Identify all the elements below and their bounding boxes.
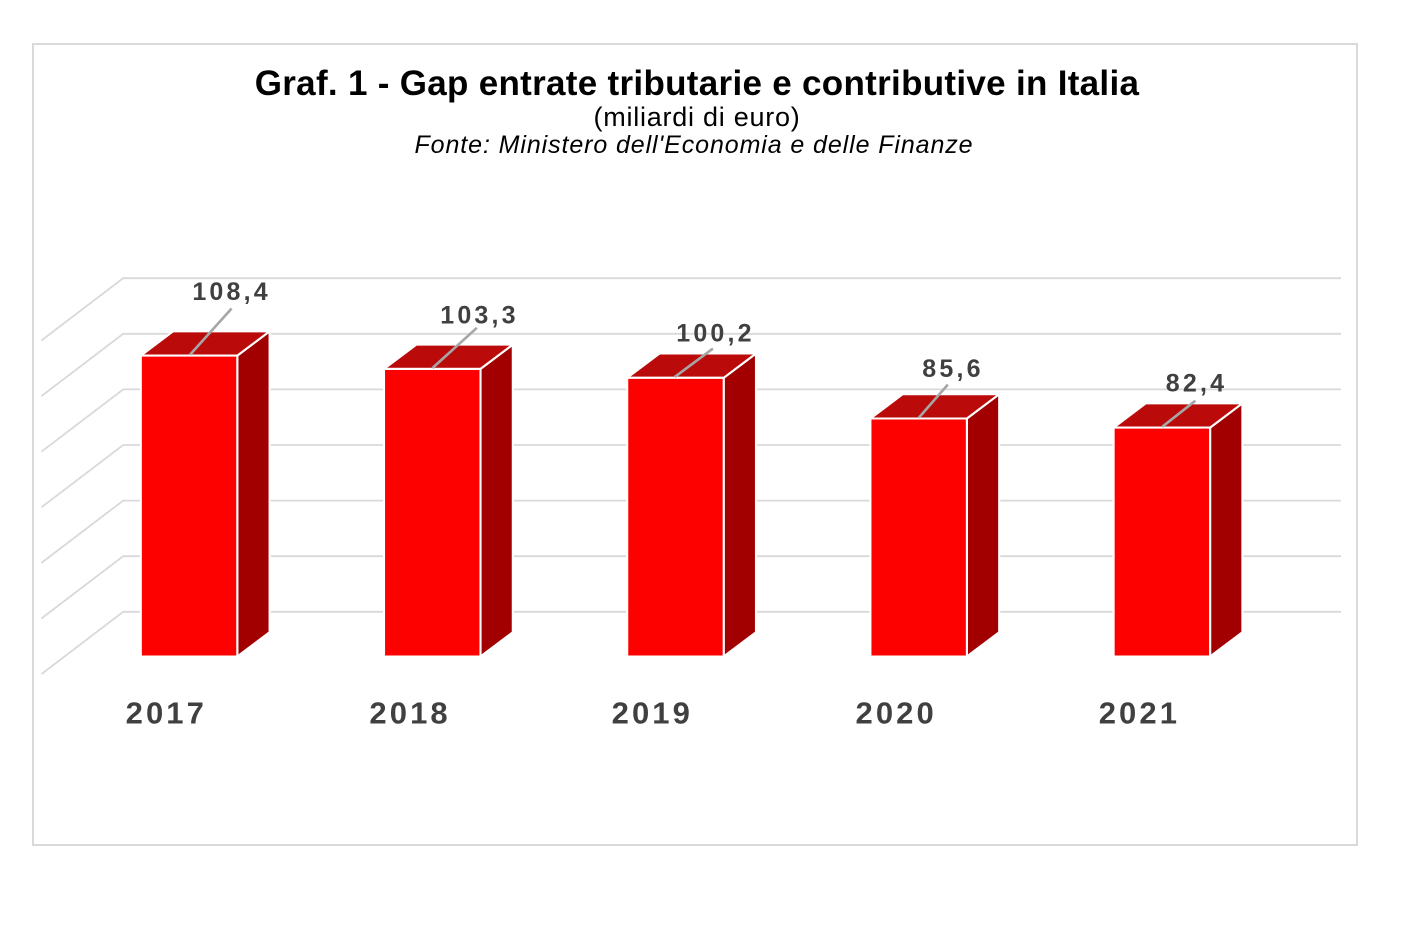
svg-text:(miliardi di euro): (miliardi di euro)	[593, 102, 800, 132]
svg-text:103,3: 103,3	[440, 302, 519, 330]
svg-text:100,2: 100,2	[676, 320, 755, 348]
svg-text:Graf. 1 - Gap entrate tributar: Graf. 1 - Gap entrate tributarie e contr…	[255, 64, 1140, 103]
svg-text:Fonte: Ministero dell'Economia: Fonte: Ministero dell'Economia e delle F…	[415, 131, 974, 159]
svg-text:2019: 2019	[612, 695, 693, 730]
svg-text:2018: 2018	[369, 695, 450, 730]
svg-text:85,6: 85,6	[922, 355, 983, 383]
svg-text:2021: 2021	[1099, 695, 1180, 730]
svg-text:2017: 2017	[126, 695, 207, 730]
svg-text:82,4: 82,4	[1166, 370, 1227, 398]
svg-text:2020: 2020	[856, 695, 937, 730]
svg-text:108,4: 108,4	[192, 278, 271, 306]
